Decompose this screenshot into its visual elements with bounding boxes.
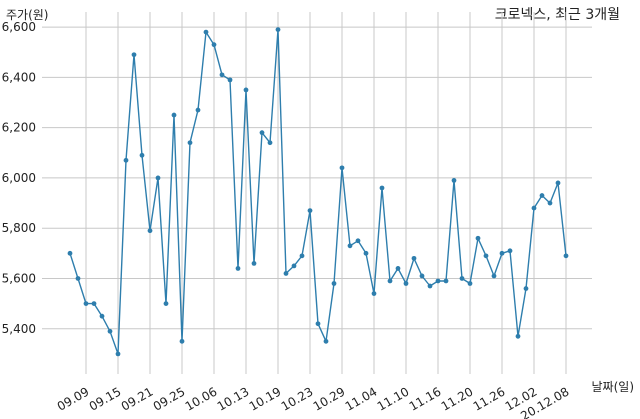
data-point — [187, 140, 193, 146]
data-point — [523, 286, 529, 291]
data-point — [315, 321, 321, 327]
data-point — [259, 130, 265, 136]
data-point — [123, 157, 129, 163]
x-tick-label: 09.25 — [151, 384, 188, 413]
x-tick-label: 09.15 — [87, 384, 124, 413]
y-tick-label: 6,000 — [2, 171, 36, 185]
y-tick-label: 5,400 — [2, 322, 36, 336]
data-point — [419, 273, 425, 279]
data-point — [411, 255, 417, 261]
data-point — [451, 178, 457, 183]
data-point — [107, 328, 113, 334]
data-point — [539, 193, 545, 198]
data-point — [339, 165, 345, 171]
data-point — [435, 278, 441, 284]
data-point — [147, 228, 153, 234]
data-point — [387, 278, 393, 284]
data-point — [403, 281, 409, 286]
data-point — [379, 185, 385, 191]
data-point — [75, 276, 81, 281]
data-point — [371, 291, 377, 296]
data-point — [131, 52, 137, 58]
data-point — [483, 253, 489, 259]
x-axis-label: 날짜(일) — [591, 380, 634, 394]
data-point — [395, 266, 401, 271]
data-point — [563, 253, 569, 259]
y-axis-label: 주가(원) — [6, 8, 49, 22]
data-point — [219, 72, 225, 78]
data-point — [235, 266, 241, 271]
data-point — [67, 250, 73, 256]
data-point — [211, 42, 217, 48]
data-point — [491, 273, 497, 279]
chart-title: 크로넥스, 최근 3개월 — [494, 7, 620, 23]
data-point — [507, 248, 513, 254]
data-point — [347, 243, 353, 249]
data-point — [251, 260, 257, 266]
data-point — [195, 107, 201, 113]
data-point — [203, 29, 209, 35]
x-tick-label: 11.16 — [407, 384, 444, 413]
data-point — [115, 351, 121, 357]
data-point — [155, 175, 161, 181]
x-tick-label: 10.19 — [247, 384, 284, 413]
data-point — [475, 235, 481, 241]
data-point — [331, 281, 337, 286]
data-point — [179, 338, 185, 344]
x-tick-label: 10.23 — [279, 384, 316, 413]
data-point — [467, 281, 473, 286]
y-tick-label: 6,200 — [2, 121, 36, 135]
y-tick-label: 5,600 — [2, 271, 36, 285]
y-tick-label: 6,400 — [2, 70, 36, 84]
data-point — [291, 263, 297, 269]
data-point — [163, 301, 169, 307]
x-tick-label: 09.21 — [119, 384, 156, 413]
data-point — [499, 250, 505, 256]
data-point — [363, 250, 369, 256]
data-point — [275, 27, 281, 32]
data-point — [243, 87, 249, 93]
data-point — [515, 333, 521, 339]
y-tick-label: 5,800 — [2, 221, 36, 235]
data-point — [299, 253, 305, 259]
data-point — [283, 271, 289, 276]
data-point — [531, 205, 537, 211]
data-point — [459, 276, 465, 281]
x-tick-label: 10.13 — [215, 384, 252, 413]
x-tick-label: 11.20 — [439, 384, 476, 413]
data-point — [171, 112, 177, 118]
data-point — [427, 283, 433, 289]
x-tick-label: 10.06 — [183, 384, 220, 413]
x-tick-label: 11.10 — [375, 384, 412, 413]
data-point — [91, 301, 97, 307]
x-tick-label: 11.04 — [343, 384, 380, 413]
x-tick-label: 09.09 — [55, 384, 92, 413]
data-point — [307, 208, 313, 213]
data-point — [227, 77, 233, 83]
data-point — [555, 180, 561, 186]
data-point — [267, 140, 273, 146]
data-point — [323, 338, 329, 344]
data-point — [99, 313, 105, 319]
y-tick-label: 6,600 — [2, 20, 36, 34]
data-point — [83, 301, 89, 307]
data-point — [443, 278, 449, 284]
x-tick-label: 10.29 — [311, 384, 348, 413]
x-tick-label: 11.26 — [471, 384, 508, 413]
data-point — [547, 200, 553, 206]
data-point — [355, 238, 361, 244]
price-line — [69, 28, 567, 355]
data-point — [139, 152, 145, 158]
